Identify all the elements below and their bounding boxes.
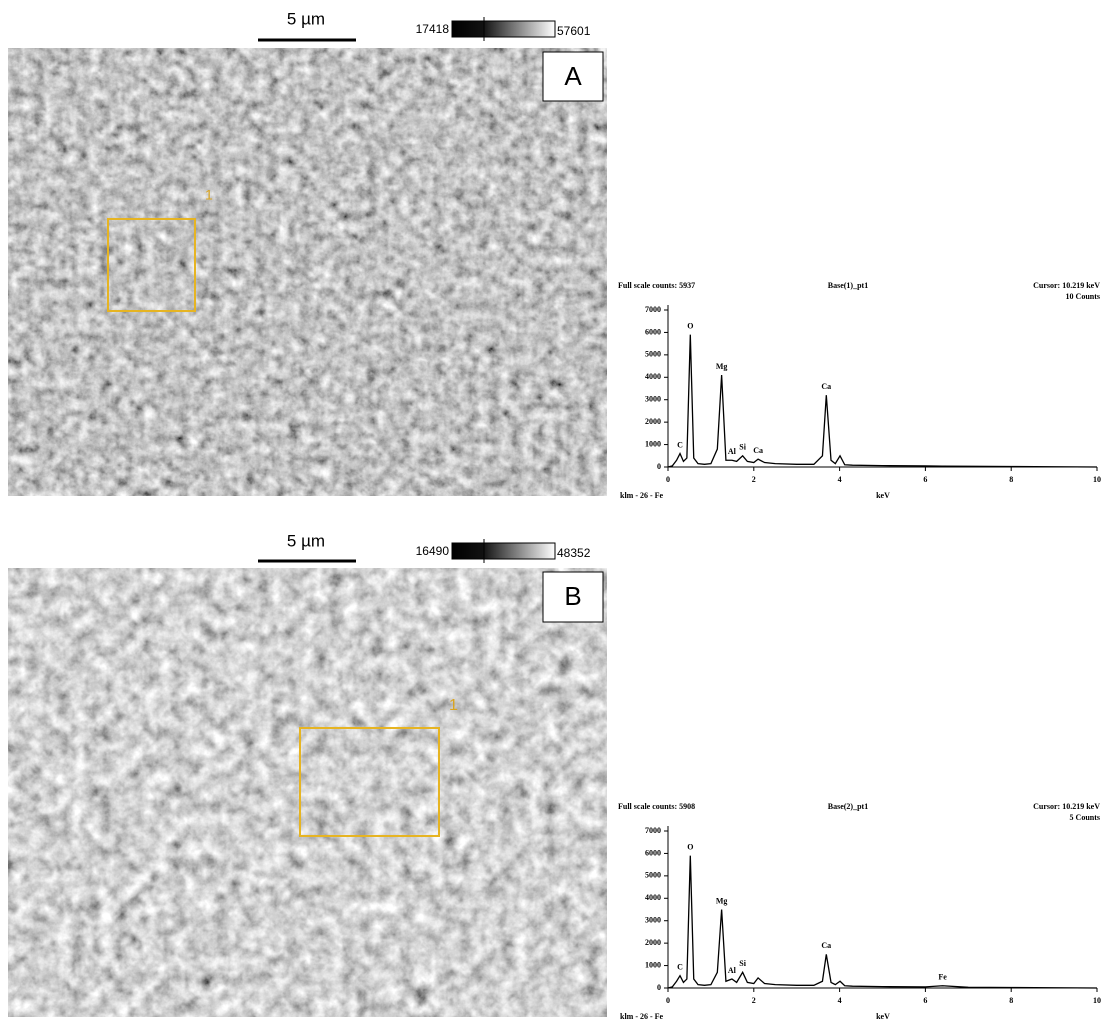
figure: 5 µm 17418 57601 1 A 5 µm 16490 48352 1 … — [0, 0, 1105, 1026]
colorbar — [452, 21, 555, 37]
spectrum-header: Cursor: 10.219 keV — [1033, 802, 1100, 811]
spectrum-header: Base(2)_pt1 — [828, 802, 868, 811]
x-tick-label: 2 — [752, 996, 756, 1005]
x-tick-label: 8 — [1009, 996, 1013, 1005]
y-tick-label: 4000 — [645, 372, 661, 381]
sem-texture — [8, 568, 607, 1017]
y-tick-label: 3000 — [645, 395, 661, 404]
spectrum-header: Base(1)_pt1 — [828, 281, 868, 290]
colorbar-max: 57601 — [557, 24, 591, 38]
x-tick-label: 0 — [666, 475, 670, 484]
x-tick-label: 6 — [923, 996, 927, 1005]
peak-label: Ca — [821, 382, 831, 391]
peak-label: Mg — [716, 896, 728, 905]
x-tick-label: 10 — [1093, 475, 1101, 484]
page: 5 µm 17418 57601 1 A 5 µm 16490 48352 1 … — [0, 0, 1105, 1026]
panel-label: B — [564, 581, 581, 611]
peak-label: O — [687, 842, 693, 851]
y-tick-label: 1000 — [645, 439, 661, 448]
peak-label: Ca — [821, 941, 831, 950]
x-tick-label: 10 — [1093, 996, 1101, 1005]
x-tick-label: 6 — [923, 475, 927, 484]
colorbar-min: 16490 — [416, 544, 450, 558]
y-tick-label: 5000 — [645, 871, 661, 880]
y-tick-label: 2000 — [645, 417, 661, 426]
x-axis-label: keV — [876, 1012, 890, 1021]
roi-label: 1 — [449, 697, 458, 714]
spectrum-footer: klm - 26 - Fe — [620, 1012, 664, 1021]
colorbar — [452, 543, 555, 559]
panel-b: 5 µm 16490 48352 1 B — [8, 531, 607, 1017]
peak-label: Si — [739, 443, 746, 452]
x-tick-label: 2 — [752, 475, 756, 484]
y-tick-label: 4000 — [645, 893, 661, 902]
x-tick-label: 0 — [666, 996, 670, 1005]
x-axis-label: keV — [876, 491, 890, 500]
y-tick-label: 0 — [657, 462, 661, 471]
peak-label: Fe — [938, 973, 947, 982]
y-tick-label: 3000 — [645, 916, 661, 925]
y-tick-label: 0 — [657, 983, 661, 992]
panel-label: A — [564, 61, 582, 91]
colorbar-min: 17418 — [416, 22, 450, 36]
spectrum-header: 10 Counts — [1066, 292, 1100, 301]
spectrum-header: Full scale counts: 5937 — [618, 281, 695, 290]
peak-label: C — [677, 440, 683, 449]
y-tick-label: 6000 — [645, 848, 661, 857]
x-tick-label: 4 — [838, 996, 842, 1005]
y-tick-label: 7000 — [645, 826, 661, 835]
roi-label: 1 — [205, 187, 213, 203]
peak-label: C — [677, 962, 683, 971]
sem-texture — [8, 48, 607, 496]
scale-bar-label: 5 µm — [287, 531, 325, 550]
y-tick-label: 7000 — [645, 305, 661, 314]
y-tick-label: 1000 — [645, 960, 661, 969]
peak-label: Al — [728, 447, 737, 456]
spectrum-header: 5 Counts — [1070, 813, 1100, 822]
y-tick-label: 2000 — [645, 938, 661, 947]
peak-label: O — [687, 321, 693, 330]
peak-label: Ca — [753, 446, 763, 455]
x-tick-label: 8 — [1009, 475, 1013, 484]
spectrum-header: Cursor: 10.219 keV — [1033, 281, 1100, 290]
colorbar-max: 48352 — [557, 546, 591, 560]
peak-label: Al — [728, 966, 737, 975]
spectrum-footer: klm - 26 - Fe — [620, 491, 664, 500]
y-tick-label: 6000 — [645, 327, 661, 336]
y-tick-label: 5000 — [645, 350, 661, 359]
peak-label: Si — [739, 959, 746, 968]
spectrum-header: Full scale counts: 5908 — [618, 802, 695, 811]
x-tick-label: 4 — [838, 475, 842, 484]
scale-bar-label: 5 µm — [287, 9, 325, 28]
peak-label: Mg — [716, 362, 728, 371]
panel-a: 5 µm 17418 57601 1 A — [8, 9, 607, 496]
